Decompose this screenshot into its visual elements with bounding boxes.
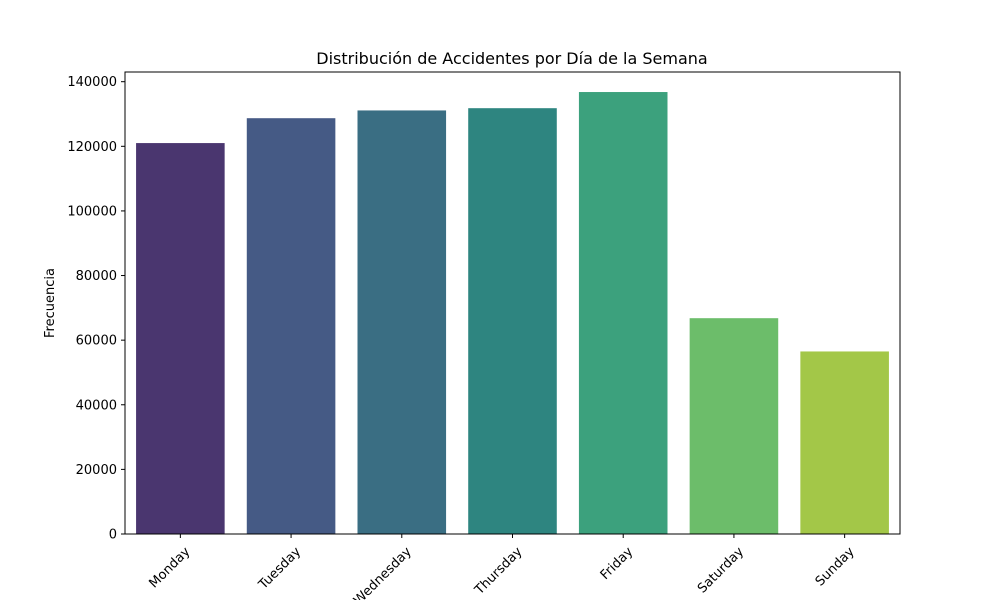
bar-sunday bbox=[800, 351, 889, 534]
y-tick-label: 120000 bbox=[67, 140, 117, 155]
x-tick-label: Friday bbox=[598, 544, 637, 583]
y-tick-label: 80000 bbox=[76, 269, 117, 284]
chart-title: Distribución de Accidentes por Día de la… bbox=[316, 49, 707, 68]
bar-saturday bbox=[689, 318, 779, 534]
x-tick-label: Tuesday bbox=[255, 544, 304, 593]
x-tick-label: Saturday bbox=[695, 544, 747, 596]
y-tick-label: 20000 bbox=[76, 463, 117, 478]
bar-monday bbox=[136, 143, 225, 535]
x-tick-label: Monday bbox=[147, 544, 194, 591]
x-tick-label: Wednesday bbox=[351, 544, 415, 600]
y-axis-label: Frecuencia bbox=[43, 268, 58, 338]
y-tick-label: 140000 bbox=[67, 75, 117, 90]
bars-group bbox=[136, 92, 889, 535]
x-tick-label: Thursday bbox=[471, 544, 525, 598]
x-tick-label: Sunday bbox=[813, 544, 858, 589]
y-tick-label: 0 bbox=[109, 528, 117, 543]
y-tick-label: 100000 bbox=[67, 204, 117, 219]
bar-tuesday bbox=[246, 118, 336, 534]
plot-frame bbox=[124, 71, 901, 535]
bar-wednesday bbox=[357, 110, 447, 534]
bar-thursday bbox=[468, 108, 557, 534]
bar-friday bbox=[578, 92, 668, 535]
y-tick-label: 40000 bbox=[76, 398, 117, 413]
y-ticks-group: 0 20000 40000 60000 80000 100000 120000 140000 bbox=[67, 75, 125, 543]
x-ticks-group: Monday Tuesday Wednesday Thursday Friday Satu… bbox=[147, 534, 858, 600]
y-tick-label: 60000 bbox=[76, 334, 117, 349]
